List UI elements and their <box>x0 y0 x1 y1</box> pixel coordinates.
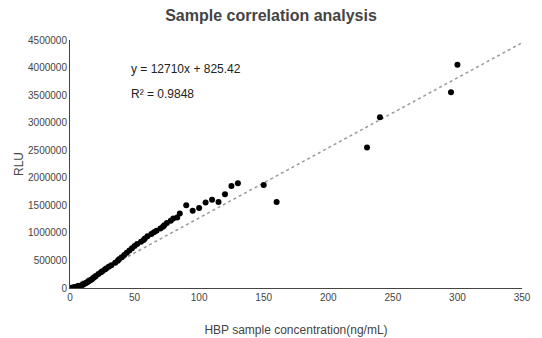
svg-text:500000: 500000 <box>34 255 68 266</box>
svg-text:300: 300 <box>449 292 466 303</box>
svg-text:250: 250 <box>385 292 402 303</box>
svg-text:4500000: 4500000 <box>28 35 67 46</box>
svg-text:0: 0 <box>67 292 73 303</box>
svg-text:HBP sample concentration(ng/mL: HBP sample concentration(ng/mL) <box>204 323 387 337</box>
svg-text:1500000: 1500000 <box>28 200 67 211</box>
svg-text:150: 150 <box>255 292 272 303</box>
svg-text:y = 12710x + 825.42: y = 12710x + 825.42 <box>131 62 241 76</box>
svg-text:3500000: 3500000 <box>28 90 67 101</box>
svg-text:RLU: RLU <box>12 152 26 176</box>
svg-text:100: 100 <box>191 292 208 303</box>
svg-text:4000000: 4000000 <box>28 62 67 73</box>
svg-text:R² = 0.9848: R² = 0.9848 <box>131 87 194 101</box>
svg-text:0: 0 <box>61 283 67 294</box>
svg-text:350: 350 <box>514 292 531 303</box>
svg-text:200: 200 <box>320 292 337 303</box>
svg-text:2000000: 2000000 <box>28 172 67 183</box>
svg-text:Sample correlation analysis: Sample correlation analysis <box>165 7 377 24</box>
svg-text:3000000: 3000000 <box>28 117 67 128</box>
svg-text:50: 50 <box>129 292 141 303</box>
svg-text:1000000: 1000000 <box>28 227 67 238</box>
svg-text:2500000: 2500000 <box>28 145 67 156</box>
